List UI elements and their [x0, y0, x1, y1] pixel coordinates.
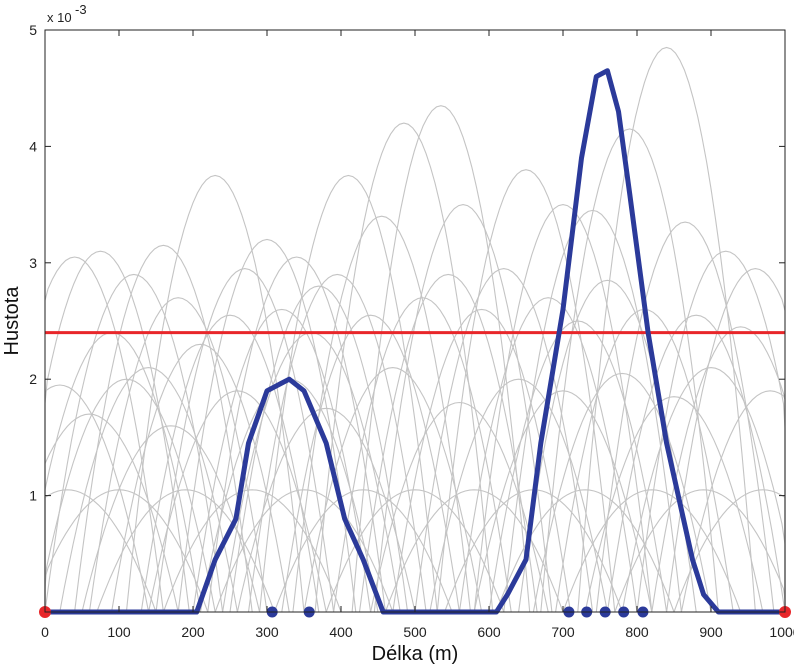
background-curve-54	[621, 367, 786, 613]
background-curve-18	[577, 46, 756, 613]
background-curve-49	[370, 401, 549, 613]
background-curve-3	[74, 244, 253, 613]
x-tick-label-2: 200	[181, 624, 205, 640]
background-curve-6	[177, 238, 357, 613]
y-tick-label-0: 1	[29, 488, 37, 504]
background-curve-23	[59, 367, 238, 613]
x-axis-ticks: 0 100 200 300 400 500 600 700 800 900 1000	[41, 30, 794, 640]
background-curve-30	[281, 314, 460, 613]
background-curve-2	[44, 273, 224, 613]
background-curve-24	[88, 297, 268, 613]
background-curve-12	[351, 105, 531, 613]
y-tick-label-1: 2	[29, 371, 37, 387]
background-curve-52	[532, 372, 712, 613]
density-layer	[45, 68, 785, 615]
background-curve-25	[111, 343, 290, 613]
background-curve-35	[458, 297, 638, 613]
background-curve-53	[584, 396, 764, 613]
background-curve-66	[562, 489, 742, 613]
background-curve-51	[473, 390, 653, 613]
background-curve-60	[214, 489, 394, 613]
background-curve-50	[429, 378, 608, 613]
background-curve-13	[373, 204, 553, 613]
background-curve-29	[247, 273, 427, 613]
background-curve-9	[259, 174, 438, 613]
x-tick-label-5: 500	[403, 624, 427, 640]
x-axis-label: Délka (m)	[372, 643, 459, 665]
background-curve-67	[614, 489, 786, 613]
background-curve-61	[273, 489, 453, 613]
y-axis-label: Hustota	[1, 286, 23, 356]
background-curve-31	[333, 297, 512, 613]
y-exponent-power: -3	[75, 2, 87, 17]
background-curve-32	[358, 273, 538, 613]
background-curve-57	[44, 489, 209, 613]
background-curve-17	[540, 128, 719, 613]
background-curve-43	[44, 378, 216, 613]
y-axis-ticks: 1 2 3 4 5	[29, 22, 785, 504]
x-tick-label-8: 800	[625, 624, 649, 640]
background-curve-39	[606, 314, 786, 613]
x-tick-label-3: 300	[255, 624, 279, 640]
background-curve-44	[81, 425, 261, 613]
x-tick-label-1: 100	[107, 624, 131, 640]
background-curve-26	[140, 314, 320, 613]
background-curve-45	[148, 390, 327, 613]
y-exponent-label: x 10	[47, 10, 72, 25]
background-curve-10	[292, 215, 472, 613]
background-curve-8	[229, 285, 409, 613]
y-tick-label-4: 5	[29, 22, 37, 38]
background-curve-7	[207, 256, 386, 613]
y-tick-label-3: 4	[29, 138, 37, 154]
x-tick-label-6: 600	[477, 624, 501, 640]
background-curve-19	[595, 221, 775, 613]
background-curve-47	[236, 407, 416, 613]
x-tick-label-4: 400	[329, 624, 353, 640]
x-tick-label-7: 700	[551, 624, 575, 640]
background-curve-34	[414, 268, 594, 613]
y-tick-label-2: 3	[29, 255, 37, 271]
background-curve-14	[436, 169, 616, 613]
x-tick-label-10: 1000	[769, 624, 794, 640]
background-curve-59	[162, 489, 342, 613]
density-line	[45, 68, 785, 615]
x-tick-label-9: 900	[699, 624, 723, 640]
background-curve-20	[636, 250, 786, 613]
background-curve-27	[192, 308, 372, 613]
x-tick-label-0: 0	[41, 624, 49, 640]
background-curves	[44, 46, 786, 613]
background-curve-63	[384, 489, 564, 613]
background-curve-36	[488, 320, 668, 613]
